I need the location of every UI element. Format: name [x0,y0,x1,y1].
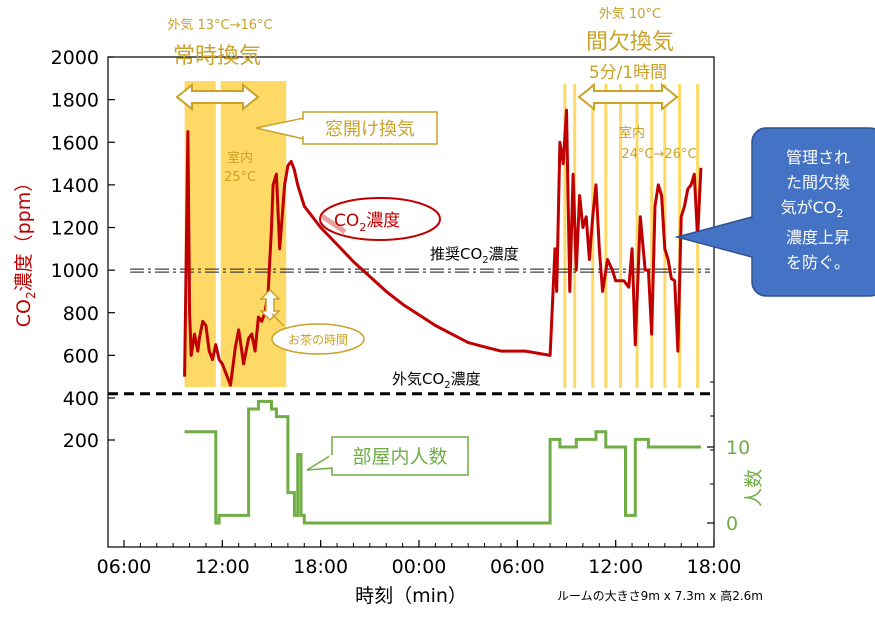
co2-label-pointer [320,213,347,235]
y-tick-label-0: 200 [63,430,99,452]
callout-line-3: 気がCO2 [781,198,844,220]
ventilation-band-gap [215,81,221,387]
x-tick-label-6: 18:00 [687,556,742,578]
y-tick-label-8: 1800 [51,90,99,112]
recommended-co2-label: 推奨CO2濃度 [430,245,519,266]
tea-time-bubble [271,323,365,355]
outside-temp-left: 外気 13°C→16°C [167,17,272,33]
tea-time-label: お茶の時間 [288,332,348,347]
room-temp-left-1: 室内 [227,150,253,166]
y-tick-label-2: 600 [63,345,99,367]
intermittent-ventilation-label: 間欠換気 [586,30,674,55]
callout-line-5: を防ぐ。 [786,253,850,272]
occupancy-callout [306,436,469,476]
x-tick-label-0: 06:00 [97,556,152,578]
y-tick-label-7: 1600 [51,132,99,154]
x-axis-label: 時刻（min） [355,585,467,607]
room-size-note: ルームの大きさ9m x 7.3m x 高2.6m [557,588,763,603]
ventilation-band [184,81,287,387]
intermittent-effect-callout [674,127,875,297]
y-tick-label-1: 400 [63,388,99,410]
y-tick-label-6: 1400 [51,175,99,197]
window-ventilation-callout [255,111,438,145]
continuous-ventilation-arrow [175,82,260,112]
x-tick-label-1: 12:00 [195,556,250,578]
right-axis-ticks: 0 10 [707,381,750,535]
y-tick-label-3: 800 [63,303,99,325]
y-axis-label: CO2濃度（ppm） [13,173,38,328]
x-tick-label-4: 06:00 [490,556,545,578]
tea-time-pointer [271,313,285,327]
ventilation-band-fill [184,81,287,387]
window-ventilation-label: 窓開け換気 [325,119,415,140]
intermittent-ventilation-arrow [577,82,679,112]
co2-series-label-bubble [319,197,441,241]
tea-time-arrow [259,288,281,322]
callout-line-4: 濃度上昇 [786,228,850,247]
x-tick-label-5: 12:00 [588,556,643,578]
room-temp-left-2: 25°C [224,170,256,185]
y-tick-label-9: 2000 [51,47,99,69]
callout-line-1: 管理され [786,148,850,167]
room-temp-right-1: 室内 [619,125,645,141]
y-tick-label-4: 1000 [51,260,99,282]
occupancy-label: 部屋内人数 [352,446,447,468]
right-axis-label: 人数 [743,469,765,507]
x-tick-label-3: 00:00 [392,556,447,578]
outdoor-co2-label: 外気CO2濃度 [392,370,481,391]
interval-label: 5分/1時間 [589,63,667,83]
x-tick-label-2: 18:00 [293,556,348,578]
callout-line-2: た間欠換 [786,173,850,192]
co2-series-line [183,108,703,387]
x-axis-ticks: 06:00 12:00 18:00 00:00 06:00 12:00 18:00 [97,540,742,578]
y-tick-label-5: 1200 [51,218,99,240]
continuous-ventilation-label: 常時換気 [173,44,261,69]
right-tick-label-0: 0 [726,513,738,535]
y-axis-ticks: 200 400 600 800 1000 1200 1400 1600 1800 2000 [51,47,115,452]
right-tick-label-1: 10 [726,437,750,459]
occupancy-series-line [184,399,701,525]
co2-series-label: CO2濃度 [334,211,400,234]
outside-temp-right: 外気 10°C [599,6,661,22]
plot-frame [107,56,715,548]
room-temp-right-2: 24°C→26°C [621,147,696,162]
